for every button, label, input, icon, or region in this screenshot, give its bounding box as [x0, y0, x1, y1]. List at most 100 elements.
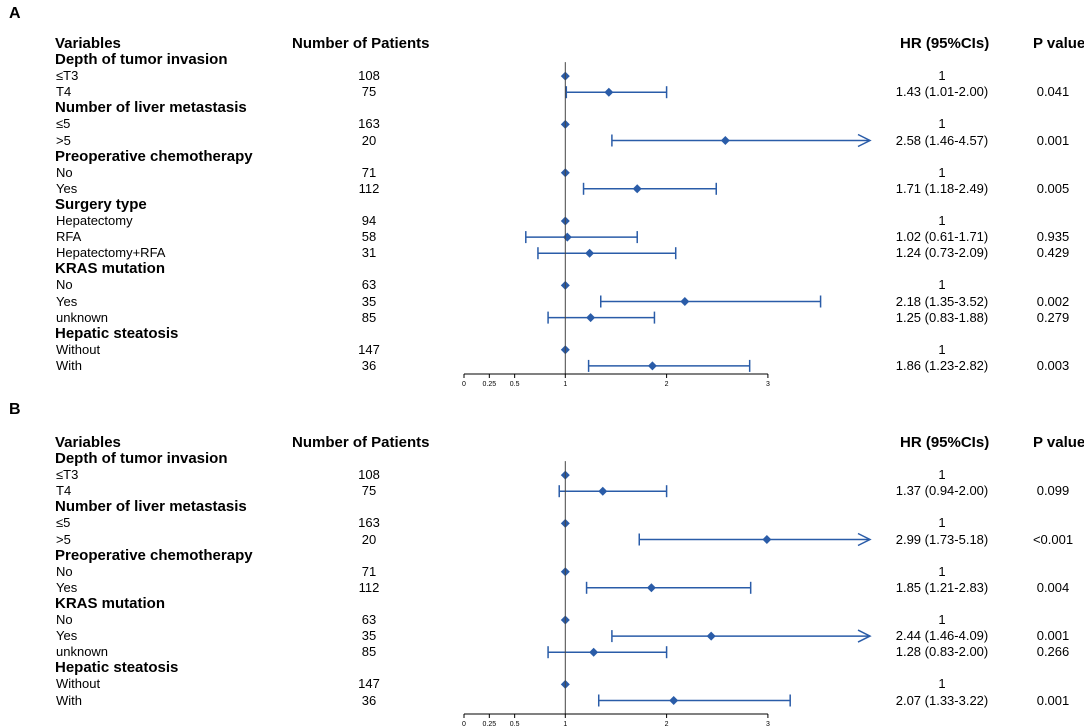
- row-patient-count: 75: [361, 483, 377, 499]
- row-label: T4: [56, 483, 72, 499]
- row-patient-count: 35: [361, 293, 377, 309]
- hr-point-marker: [647, 361, 657, 371]
- header-hr: HR (95%CIs): [900, 35, 990, 52]
- group-heading: Preoperative chemotherapy: [55, 147, 253, 165]
- row-p-value: 0.001: [1036, 692, 1070, 708]
- row-label: unknown: [56, 309, 109, 325]
- row-label: Yes: [56, 293, 78, 309]
- row-label: ≤T3: [56, 467, 79, 483]
- row-label: ≤5: [56, 116, 71, 132]
- x-axis-tick-label: 2: [665, 721, 669, 726]
- row-label: Hepatectomy: [56, 213, 133, 228]
- x-axis-tick-label: 0: [462, 721, 466, 726]
- row-p-value: 0.003: [1036, 357, 1070, 373]
- row-label: Yes: [56, 579, 78, 595]
- hr-point-marker: [706, 631, 716, 641]
- row-patient-count: 31: [361, 245, 377, 261]
- row-p-value: 0.935: [1036, 229, 1070, 245]
- hr-point-marker: [680, 297, 690, 306]
- x-axis-tick-label: 3: [766, 721, 770, 726]
- row-hr-ci: 1: [938, 515, 946, 531]
- row-p-value: <0.001: [1032, 531, 1074, 547]
- row-patient-count: 36: [361, 357, 377, 373]
- row-patient-count: 112: [358, 579, 380, 595]
- row-patient-count: 108: [358, 467, 380, 483]
- group-heading: Hepatic steatosis: [55, 324, 179, 342]
- row-hr-ci: 1.86 (1.23-2.82): [895, 357, 989, 373]
- hr-point-marker: [585, 248, 595, 258]
- row-hr-ci: 1: [938, 164, 946, 180]
- row-hr-ci: 1: [938, 676, 946, 692]
- header-variables: Variables: [55, 35, 121, 52]
- row-label: ≤T3: [56, 68, 79, 84]
- x-axis-tick-label: 0.5: [510, 721, 520, 726]
- row-patient-count: 58: [361, 229, 377, 245]
- row-p-value: 0.099: [1036, 483, 1070, 499]
- row-p-value: 0.041: [1036, 84, 1070, 100]
- row-patient-count: 63: [361, 277, 377, 293]
- row-label: unknown: [56, 644, 109, 660]
- row-patient-count: 71: [361, 164, 377, 180]
- row-hr-ci: 1: [938, 68, 946, 84]
- ci-arrow-upper: [857, 629, 872, 643]
- row-label: No: [56, 277, 73, 293]
- row-patient-count: 63: [361, 612, 377, 627]
- row-label: >5: [56, 132, 71, 148]
- row-patient-count: 94: [361, 213, 377, 228]
- row-patient-count: 108: [358, 68, 380, 84]
- row-hr-ci: 1.25 (0.83-1.88): [895, 309, 989, 325]
- group-heading: KRAS mutation: [55, 260, 165, 278]
- row-patient-count: 35: [361, 628, 377, 644]
- row-label: Without: [56, 676, 101, 692]
- row-patient-count: 147: [358, 341, 380, 357]
- row-p-value: 0.005: [1036, 180, 1070, 196]
- row-label: Without: [56, 341, 101, 357]
- row-hr-ci: 2.58 (1.46-4.57): [895, 132, 989, 148]
- row-hr-ci: 2.18 (1.35-3.52): [895, 293, 989, 309]
- group-heading: Surgery type: [55, 195, 147, 213]
- row-hr-ci: 1: [938, 612, 946, 627]
- row-hr-ci: 1.02 (0.61-1.71): [895, 229, 989, 245]
- header-p-value: P value: [1033, 35, 1084, 52]
- row-label: >5: [56, 531, 71, 547]
- row-label: RFA: [56, 229, 82, 245]
- hr-point-marker: [586, 313, 596, 323]
- hr-point-marker: [562, 232, 572, 242]
- row-hr-ci: 1.85 (1.21-2.83): [895, 579, 989, 595]
- header-patients: Number of Patients: [292, 35, 430, 52]
- row-hr-ci: 2.99 (1.73-5.18): [895, 531, 989, 547]
- header-variables: Variables: [55, 434, 121, 451]
- row-hr-ci: 2.44 (1.46-4.09): [895, 628, 989, 644]
- row-patient-count: 147: [358, 676, 380, 692]
- row-label: T4: [56, 84, 72, 100]
- row-hr-ci: 1.43 (1.01-2.00): [895, 84, 989, 100]
- row-p-value: 0.429: [1036, 245, 1070, 261]
- group-heading: Number of liver metastasis: [55, 99, 247, 117]
- row-hr-ci: 1: [938, 467, 946, 483]
- x-axis-tick-label: 0.25: [483, 381, 497, 388]
- x-axis-tick-label: 0.5: [510, 381, 520, 388]
- hr-point-marker: [589, 647, 599, 657]
- row-p-value: 0.002: [1036, 293, 1070, 309]
- group-heading: Depth of tumor invasion: [55, 51, 228, 68]
- row-label: Yes: [56, 628, 78, 644]
- row-patient-count: 85: [361, 644, 377, 660]
- panel-label: A: [9, 5, 21, 22]
- x-axis-tick-label: 1: [563, 721, 567, 726]
- row-patient-count: 71: [361, 563, 377, 579]
- row-patient-count: 85: [361, 309, 377, 325]
- hr-point-marker: [669, 696, 679, 705]
- row-p-value: 0.266: [1036, 644, 1070, 660]
- row-patient-count: 36: [361, 692, 377, 708]
- row-label: Yes: [56, 180, 78, 196]
- row-hr-ci: 1: [938, 277, 946, 293]
- row-patient-count: 163: [358, 515, 380, 531]
- row-label: No: [56, 164, 73, 180]
- row-label: With: [56, 357, 82, 373]
- x-axis-tick-label: 1: [563, 381, 567, 388]
- row-patient-count: 75: [361, 84, 377, 100]
- panel-label: B: [9, 401, 21, 418]
- hr-point-marker: [604, 87, 614, 97]
- row-hr-ci: 1: [938, 563, 946, 579]
